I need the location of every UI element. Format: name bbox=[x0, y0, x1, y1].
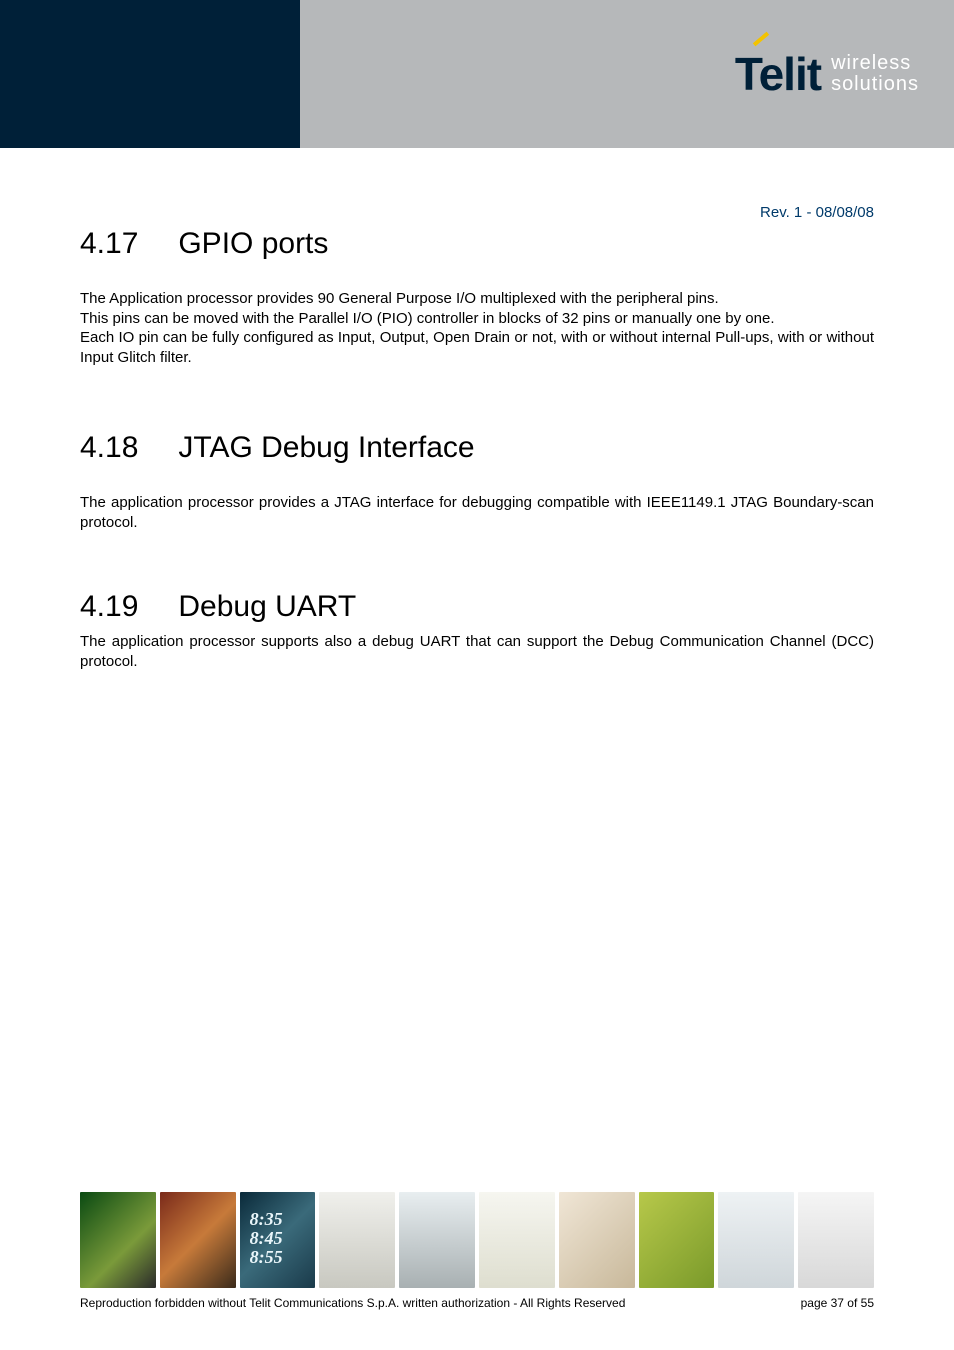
page-header: Telit wireless solutions bbox=[0, 0, 954, 148]
logo-sub-text: wireless solutions bbox=[831, 53, 919, 95]
footer-thumb bbox=[80, 1192, 156, 1288]
footer-thumb bbox=[559, 1192, 635, 1288]
page-footer: 8:35 8:45 8:55 Reproduction forbidden wi… bbox=[0, 1192, 954, 1310]
paragraph: The application processor provides a JTA… bbox=[80, 493, 874, 532]
footer-thumb bbox=[399, 1192, 475, 1288]
footer-thumb-time: 8:35 8:45 8:55 bbox=[240, 1192, 316, 1267]
logo-main-text: Telit bbox=[735, 47, 821, 101]
paragraph: Each IO pin can be fully configured as I… bbox=[80, 328, 874, 367]
section-heading-jtag: 4.18 JTAG Debug Interface bbox=[80, 431, 874, 465]
footer-thumb: 8:35 8:45 8:55 bbox=[240, 1192, 316, 1288]
section-num: 4.18 bbox=[80, 431, 170, 465]
revision-text: Rev. 1 - 08/08/08 bbox=[80, 204, 874, 221]
section-num: 4.19 bbox=[80, 590, 170, 624]
logo-sub-line2: solutions bbox=[831, 73, 919, 95]
footer-image-strip: 8:35 8:45 8:55 bbox=[80, 1192, 874, 1288]
time-line: 8:45 bbox=[250, 1229, 316, 1248]
header-gap bbox=[300, 0, 360, 148]
page-content: Rev. 1 - 08/08/08 4.17 GPIO ports The Ap… bbox=[0, 204, 954, 671]
logo-sub-line1: wireless bbox=[831, 52, 911, 74]
footer-text-line: Reproduction forbidden without Telit Com… bbox=[80, 1296, 874, 1310]
section-heading-gpio: 4.17 GPIO ports bbox=[80, 227, 874, 261]
footer-thumb bbox=[718, 1192, 794, 1288]
telit-logo: Telit wireless solutions bbox=[735, 47, 919, 101]
footer-thumb bbox=[160, 1192, 236, 1288]
footer-thumb bbox=[479, 1192, 555, 1288]
footer-page-number: page 37 of 55 bbox=[801, 1296, 874, 1310]
footer-thumb bbox=[798, 1192, 874, 1288]
section-title: JTAG Debug Interface bbox=[178, 431, 474, 464]
time-line: 8:35 bbox=[250, 1210, 316, 1229]
section-title: GPIO ports bbox=[178, 227, 328, 260]
section-title: Debug UART bbox=[178, 590, 356, 623]
section-num: 4.17 bbox=[80, 227, 170, 261]
footer-thumb bbox=[319, 1192, 395, 1288]
section-heading-debug-uart: 4.19 Debug UART bbox=[80, 590, 874, 624]
paragraph: This pins can be moved with the Parallel… bbox=[80, 309, 874, 329]
footer-thumb bbox=[639, 1192, 715, 1288]
header-gray-block: Telit wireless solutions bbox=[360, 0, 954, 148]
paragraph: The Application processor provides 90 Ge… bbox=[80, 289, 874, 309]
footer-copyright: Reproduction forbidden without Telit Com… bbox=[80, 1296, 625, 1310]
time-line: 8:55 bbox=[250, 1248, 316, 1267]
paragraph: The application processor supports also … bbox=[80, 632, 874, 671]
header-dark-block bbox=[0, 0, 300, 148]
